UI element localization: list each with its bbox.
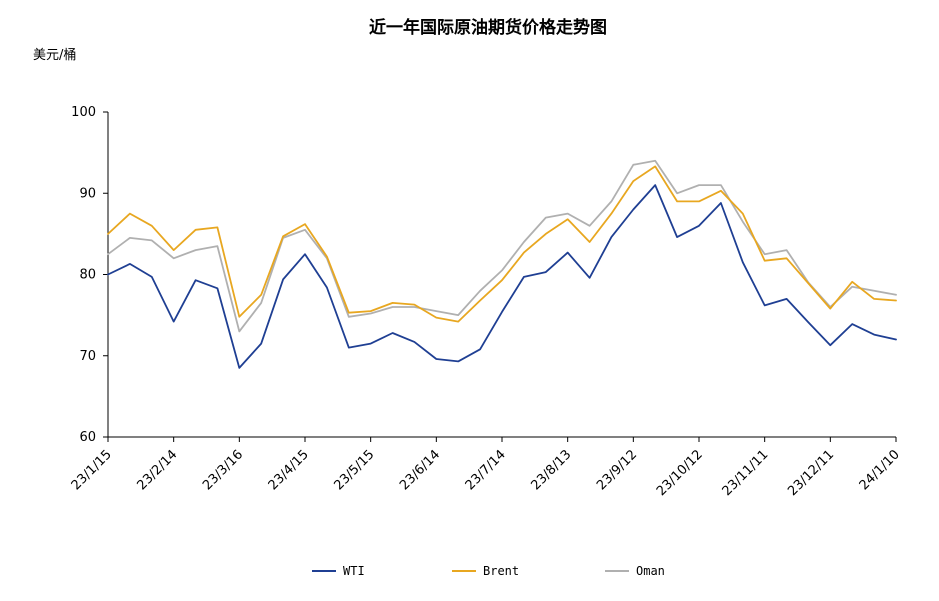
x-tick-label: 23/8/13: [528, 447, 574, 493]
series-line-wti: [107, 184, 897, 369]
x-tick-label: 23/12/11: [785, 447, 837, 499]
chart-title: 近一年国际原油期货价格走势图: [369, 17, 607, 38]
x-tick-label: 23/1/15: [69, 447, 115, 493]
y-tick-label: 100: [71, 105, 96, 120]
legend: WTI Brent Oman: [312, 564, 665, 578]
x-tick-label: 23/11/11: [720, 447, 772, 499]
x-tick-label: 23/10/12: [654, 447, 706, 499]
y-tick-label: 90: [79, 186, 96, 201]
y-tick-label: 70: [79, 349, 96, 364]
legend-label-brent: Brent: [483, 564, 519, 578]
x-axis-ticks: 23/1/15 23/2/14 23/3/16 23/4/15 23/5/15 23/6/…: [69, 437, 903, 499]
legend-label-oman: Oman: [636, 564, 665, 578]
y-axis-ticks: 60 70 80 90 100: [71, 105, 108, 445]
x-tick-label: 23/6/14: [397, 447, 443, 493]
y-tick-label: 80: [79, 268, 96, 283]
series-lines: [107, 159, 897, 369]
series-line-oman: [107, 159, 897, 333]
axes: [107, 112, 896, 438]
legend-label-wti: WTI: [343, 564, 365, 578]
y-axis-unit-label: 美元/桶: [33, 48, 76, 63]
x-tick-label: 23/9/12: [594, 447, 640, 493]
y-tick-label: 60: [79, 430, 96, 445]
x-tick-label: 23/5/15: [331, 447, 377, 493]
series-line-brent: [107, 165, 897, 323]
x-tick-label: 23/3/16: [200, 447, 246, 493]
x-tick-label: 23/7/14: [463, 447, 509, 493]
x-tick-label: 23/4/15: [266, 447, 312, 493]
x-tick-label: 23/2/14: [134, 447, 180, 493]
x-tick-label: 24/1/10: [857, 447, 903, 493]
